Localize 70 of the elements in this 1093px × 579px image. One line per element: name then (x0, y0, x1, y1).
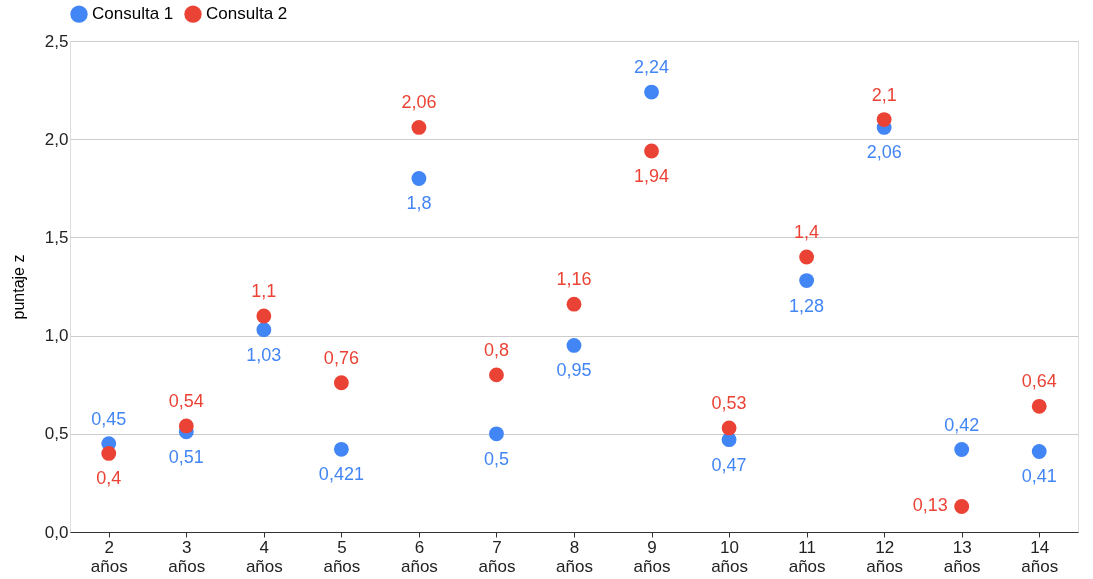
x-tick-label: 9 años (633, 537, 671, 576)
x-tick-label: 14 años (1021, 537, 1059, 576)
point (954, 442, 970, 457)
legend-label: Consulta 2 (206, 4, 288, 24)
point (566, 338, 582, 353)
point (644, 84, 659, 100)
data-label: 2,06 (401, 92, 437, 113)
data-label: 0,54 (168, 390, 204, 411)
data-label: 0,13 (912, 495, 948, 516)
x-tick-label: 10 años (711, 537, 749, 576)
y-tick-label: 0,0 (44, 522, 69, 542)
x-tick-label: 11 años (788, 537, 826, 576)
point (489, 426, 504, 442)
x-tick-label: 12 años (866, 537, 904, 576)
data-label: 0,4 (96, 468, 122, 489)
x-tick-label: 5 años (323, 537, 361, 576)
x-tick-label: 13 años (943, 537, 981, 576)
data-label: 0,76 (323, 347, 359, 368)
x-tick-label: 3 años (168, 537, 206, 576)
point (178, 418, 194, 434)
data-label: 1,16 (556, 269, 592, 290)
data-label: 2,1 (871, 84, 897, 105)
data-label: 2,24 (634, 57, 670, 78)
y-axis-title: puntaje z (9, 254, 27, 320)
data-label: 0,53 (711, 392, 747, 413)
x-tick-label: 2 años (90, 537, 128, 576)
point (799, 273, 815, 289)
x-tick-label: 4 años (245, 537, 283, 576)
y-tick-label: 2,0 (44, 129, 69, 149)
point (721, 420, 737, 436)
data-label: 0,45 (91, 408, 127, 429)
data-label: 0,51 (168, 446, 204, 467)
point (644, 143, 659, 159)
data-label: 0,41 (1021, 466, 1057, 487)
x-tick-label: 8 años (556, 537, 593, 576)
data-label: 1,03 (246, 344, 282, 365)
y-tick-label: 1,5 (44, 227, 69, 247)
x-tick-label: 7 años (478, 537, 516, 576)
point (489, 367, 504, 383)
data-label: 1,94 (634, 165, 670, 186)
point (566, 296, 582, 312)
point (256, 322, 272, 338)
point (411, 171, 427, 186)
data-label: 1,1 (251, 280, 277, 301)
point (333, 375, 349, 391)
point (1031, 444, 1047, 459)
data-label: 2,06 (866, 142, 902, 163)
data-label: 0,5 (483, 448, 509, 469)
data-label: 1,28 (789, 295, 825, 316)
point (411, 120, 427, 135)
point (954, 499, 970, 514)
point (333, 441, 349, 457)
data-label: 0,95 (556, 360, 592, 381)
point (101, 446, 117, 461)
y-tick-label: 2,5 (44, 31, 69, 51)
x-tick-label: 6 años (400, 537, 438, 576)
y-tick-label: 1,0 (44, 326, 69, 346)
data-label: 0,42 (944, 414, 980, 435)
data-label: 0,64 (1021, 371, 1057, 392)
data-label: 0,47 (711, 454, 747, 475)
point (256, 308, 272, 324)
data-label: 0,421 (318, 464, 364, 485)
data-label: 1,4 (794, 222, 820, 243)
data-label: 0,8 (483, 339, 509, 360)
data-label: 1,8 (406, 193, 432, 214)
point (799, 249, 815, 265)
y-tick-label: 0,5 (44, 424, 69, 444)
point (876, 112, 892, 127)
legend-label: Consulta 1 (92, 4, 174, 24)
point (1031, 398, 1047, 414)
